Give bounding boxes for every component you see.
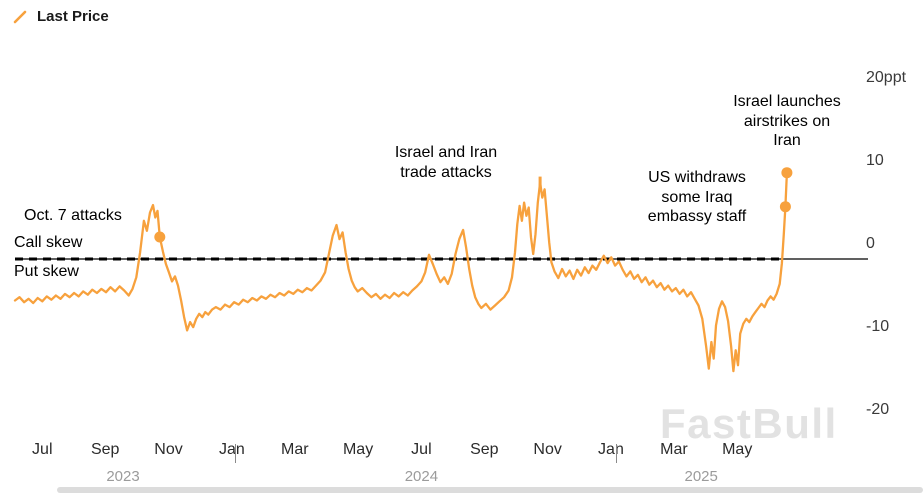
event-marker-dot	[779, 201, 791, 213]
annotation-oct7-attacks: Oct. 7 attacks	[24, 207, 122, 224]
x-tick-label: Jan	[218, 441, 245, 458]
x-tick-label: Nov	[154, 441, 183, 458]
event-marker-dot	[154, 231, 166, 243]
annotation-trade-attacks: Israel and Iran trade attacks	[394, 144, 498, 181]
annotation-israel-airstrikes: Israel launches airstrikes on Iran	[733, 93, 841, 150]
x-tick-label: Jan	[598, 441, 624, 458]
legend-line-swatch-icon	[13, 10, 27, 23]
x-tick-label: Jul	[32, 441, 53, 458]
y-tick-label: 10	[866, 152, 884, 169]
annotation-put-skew: Put skew	[14, 263, 79, 280]
x-tick-label: Mar	[281, 441, 309, 458]
annotation-call-skew: Call skew	[14, 234, 83, 251]
year-label: 2023	[106, 468, 140, 485]
year-label: 2025	[684, 468, 718, 485]
x-tick-label: Jul	[411, 441, 432, 458]
annotation-us-withdraws: US withdraws some Iraq embassy staff	[647, 169, 747, 226]
chart-legend: Last Price	[12, 8, 109, 25]
x-tick-label: Mar	[660, 441, 688, 458]
x-tick-label: May	[342, 441, 374, 458]
y-tick-label: -20	[866, 401, 890, 418]
y-tick-label: -10	[866, 318, 890, 335]
y-tick-label: 20ppt	[866, 69, 907, 86]
x-tick-label: May	[722, 441, 753, 458]
horizontal-scrollbar[interactable]	[57, 487, 923, 493]
year-label: 2024	[404, 468, 439, 485]
x-tick-label: Nov	[533, 441, 562, 458]
x-tick-label: Sep	[470, 441, 499, 458]
legend-label: Last Price	[37, 8, 109, 25]
last-price-line	[13, 171, 789, 373]
year-divider	[234, 444, 236, 463]
watermark: FastBull	[660, 400, 838, 447]
event-marker-dot	[781, 167, 793, 179]
y-tick-label: 0	[866, 235, 875, 252]
year-divider	[615, 444, 617, 463]
event-marker-dash	[538, 176, 542, 189]
x-tick-label: Sep	[90, 441, 120, 458]
